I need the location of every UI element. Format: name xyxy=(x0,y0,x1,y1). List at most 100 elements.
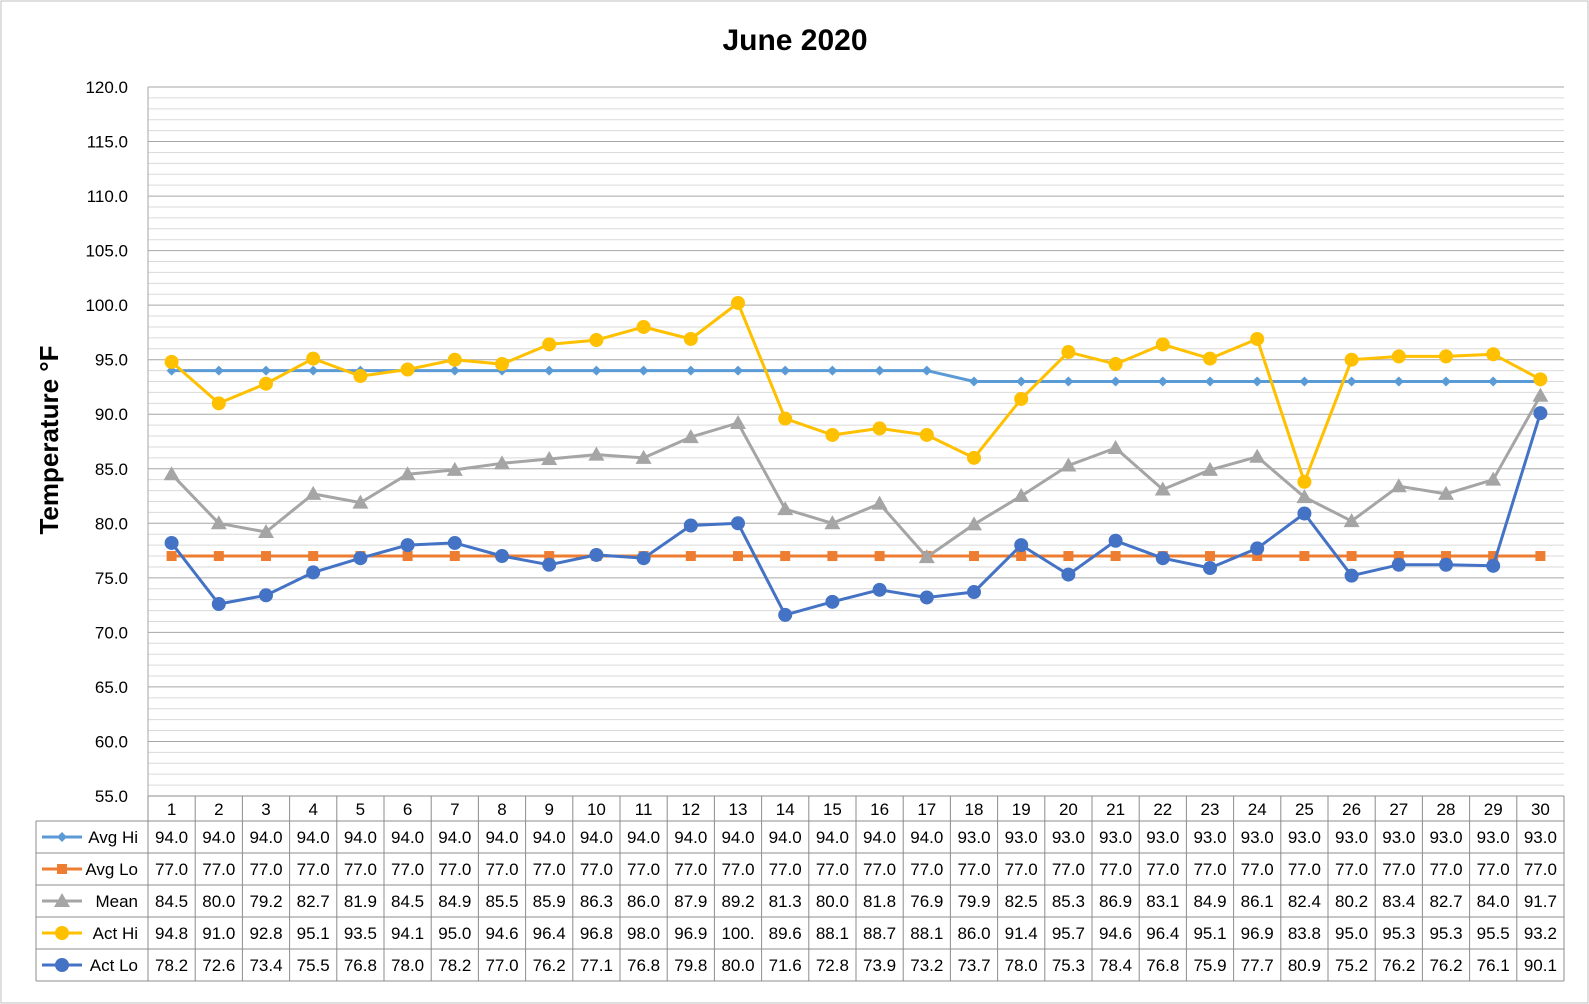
table-cell: 77.0 xyxy=(721,860,754,879)
table-cell: 77.0 xyxy=(1288,860,1321,879)
data-point xyxy=(1016,551,1027,562)
data-point xyxy=(446,461,463,476)
data-point xyxy=(780,365,791,376)
data-point xyxy=(1532,387,1549,402)
table-cell: 93.0 xyxy=(1524,828,1557,847)
table-cell: 94.6 xyxy=(485,924,518,943)
table-cell: 75.2 xyxy=(1335,956,1368,975)
data-point xyxy=(1110,551,1121,562)
y-tick-label: 95.0 xyxy=(95,351,128,370)
data-point xyxy=(399,466,416,481)
table-cell: 78.2 xyxy=(155,956,188,975)
series-line xyxy=(170,301,1542,484)
y-tick-label: 55.0 xyxy=(95,787,128,806)
legend-label: Avg Lo xyxy=(85,860,138,879)
table-cell: 94.0 xyxy=(674,828,707,847)
data-point xyxy=(1390,478,1407,493)
table-cell: 86.0 xyxy=(627,892,660,911)
table-cell: 93.0 xyxy=(1005,828,1038,847)
data-point xyxy=(685,551,696,562)
y-tick-label: 80.0 xyxy=(95,514,128,533)
table-cell: 78.4 xyxy=(1099,956,1132,975)
table-cell: 93.0 xyxy=(1477,828,1510,847)
table-cell: 83.4 xyxy=(1382,892,1415,911)
data-point xyxy=(541,450,558,465)
data-point xyxy=(1203,351,1217,366)
y-axis-label: Temperature °F xyxy=(34,345,64,534)
table-cell: 73.2 xyxy=(910,956,943,975)
table-cell: 84.0 xyxy=(1477,892,1510,911)
data-point xyxy=(1535,551,1546,562)
table-cell: 93.0 xyxy=(1146,828,1179,847)
data-point xyxy=(636,319,651,334)
data-point xyxy=(1391,349,1406,364)
data-point xyxy=(967,585,981,600)
x-tick-label: 26 xyxy=(1342,800,1361,819)
data-point xyxy=(1393,551,1404,562)
table-cell: 77.0 xyxy=(1146,860,1179,879)
y-tick-label: 105.0 xyxy=(85,242,128,261)
legend-key-marker xyxy=(57,832,67,842)
table-cell: 94.0 xyxy=(297,828,330,847)
data-point xyxy=(827,365,838,376)
data-point xyxy=(1155,551,1170,566)
table-cell: 90.1 xyxy=(1524,956,1557,975)
table-cell: 87.9 xyxy=(674,892,707,911)
legend-key-marker xyxy=(57,864,67,874)
gridlines xyxy=(148,86,1564,797)
table-cell: 76.8 xyxy=(627,956,660,975)
data-point xyxy=(306,565,321,580)
y-tick-label: 100.0 xyxy=(85,296,128,315)
table-cell: 91.0 xyxy=(202,924,235,943)
table-cell: 71.6 xyxy=(769,956,802,975)
data-point xyxy=(449,365,460,376)
data-point xyxy=(731,516,745,531)
table-cell: 77.0 xyxy=(1429,860,1462,879)
data-point xyxy=(966,516,982,531)
table-cell: 77.0 xyxy=(249,860,282,879)
table-cell: 82.7 xyxy=(1429,892,1462,911)
table-cell: 73.9 xyxy=(863,956,896,975)
y-tick-label: 70.0 xyxy=(95,623,128,642)
data-point xyxy=(1299,551,1310,562)
legend-key-marker xyxy=(55,926,69,940)
x-tick-label: 22 xyxy=(1153,800,1172,819)
legend-label: Act Lo xyxy=(90,956,138,975)
data-point xyxy=(305,485,322,500)
series-lines xyxy=(163,295,1549,622)
table-cell: 93.5 xyxy=(344,924,377,943)
data-point xyxy=(731,295,745,310)
data-point xyxy=(1485,471,1502,486)
table-cell: 73.4 xyxy=(249,956,282,975)
x-tick-label: 16 xyxy=(870,800,889,819)
table-cell: 78.2 xyxy=(438,956,471,975)
table-cell: 94.0 xyxy=(910,828,943,847)
data-point xyxy=(1344,352,1359,367)
data-point xyxy=(733,551,743,562)
data-point xyxy=(211,396,226,411)
data-point xyxy=(588,446,605,461)
x-tick-label: 24 xyxy=(1248,800,1267,819)
data-point xyxy=(1063,551,1074,562)
table-cell: 75.9 xyxy=(1193,956,1226,975)
data-point xyxy=(827,551,838,562)
data-point xyxy=(495,549,509,564)
data-point xyxy=(1441,551,1451,562)
data-point xyxy=(1486,558,1501,573)
data-point xyxy=(1203,561,1217,576)
data-point xyxy=(683,331,698,346)
table-cell: 80.9 xyxy=(1288,956,1321,975)
data-point xyxy=(261,365,271,376)
table-cell: 80.2 xyxy=(1335,892,1368,911)
table-cell: 84.5 xyxy=(155,892,188,911)
x-tick-label: 6 xyxy=(403,800,412,819)
data-point xyxy=(1344,568,1359,583)
table-cell: 94.0 xyxy=(391,828,424,847)
x-tick-label: 18 xyxy=(965,800,984,819)
y-tick-label: 85.0 xyxy=(95,460,128,479)
data-point xyxy=(825,427,840,442)
data-point xyxy=(1252,376,1263,387)
table-cell: 94.0 xyxy=(863,828,896,847)
table-cell: 94.8 xyxy=(155,924,188,943)
